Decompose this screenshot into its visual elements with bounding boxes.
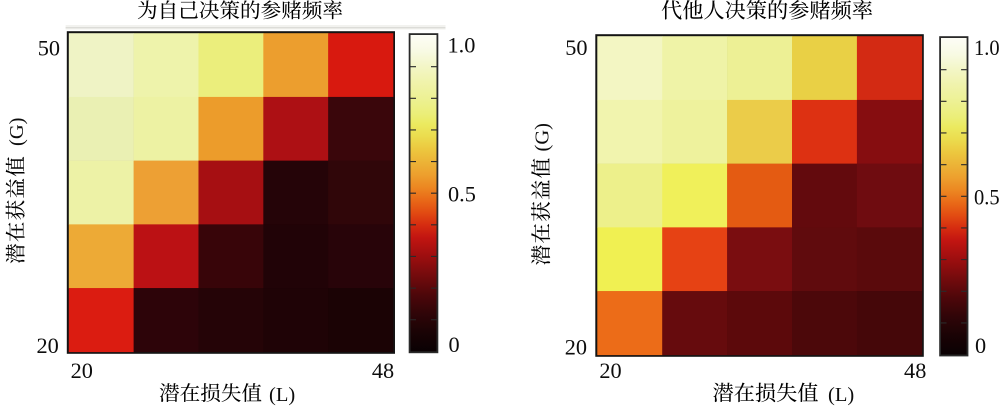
svg-text:50: 50 [38, 36, 60, 61]
svg-text:1.0: 1.0 [974, 35, 1000, 60]
svg-text:0: 0 [449, 332, 460, 357]
svg-text:(L): (L) [828, 384, 854, 406]
svg-text:(G): (G) [6, 118, 28, 146]
svg-text:(L): (L) [269, 384, 295, 406]
svg-text:0.5: 0.5 [448, 182, 476, 207]
svg-text:(G): (G) [532, 123, 554, 151]
svg-text:20: 20 [565, 335, 587, 360]
svg-text:48: 48 [372, 358, 394, 383]
svg-text:1.0: 1.0 [448, 33, 476, 58]
svg-text:20: 20 [599, 358, 621, 383]
svg-text:20: 20 [37, 333, 59, 358]
svg-text:48: 48 [904, 358, 926, 383]
svg-text:50: 50 [565, 35, 587, 60]
svg-text:0: 0 [975, 333, 986, 358]
svg-text:20: 20 [71, 358, 93, 383]
svg-text:0.5: 0.5 [974, 185, 1000, 210]
